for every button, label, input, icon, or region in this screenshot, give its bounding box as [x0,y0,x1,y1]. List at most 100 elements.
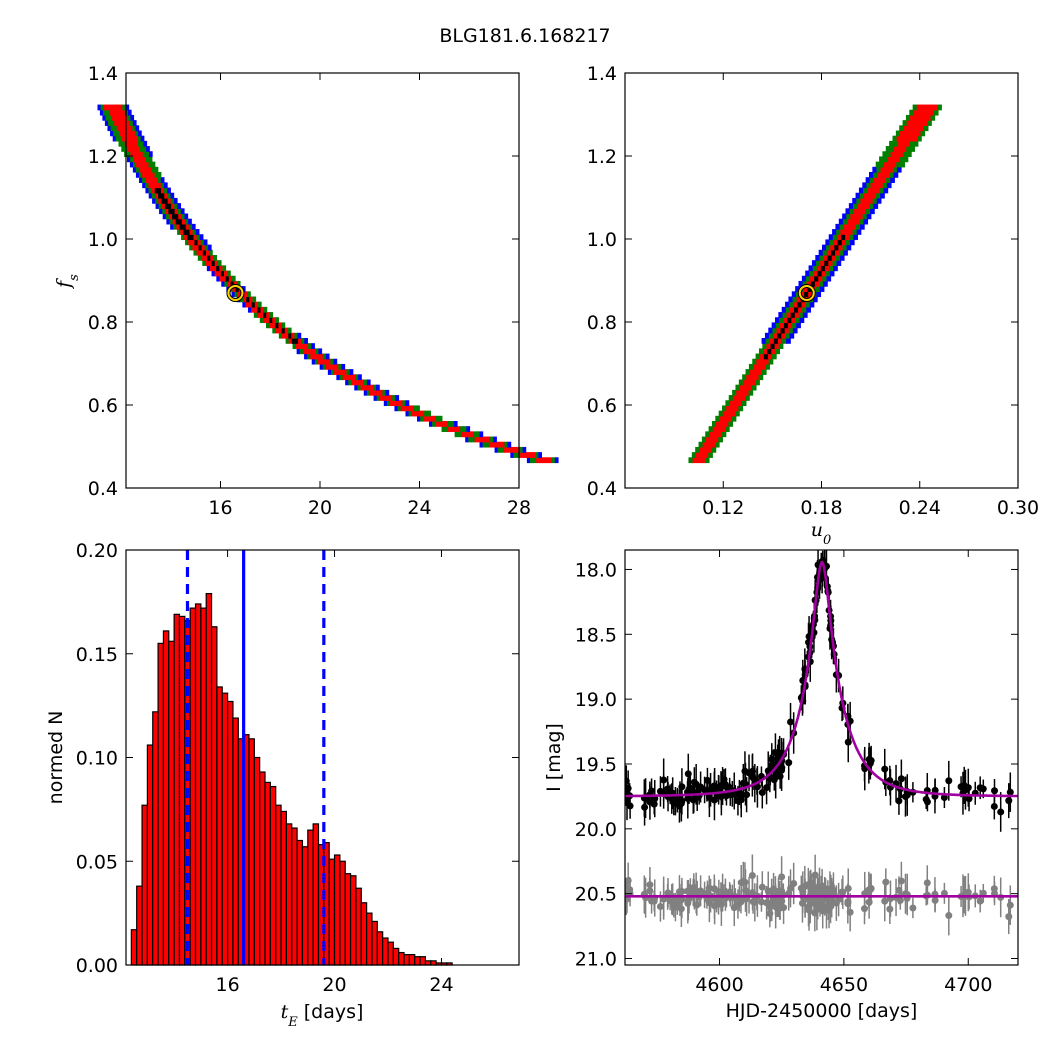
heatmap-cell [787,317,792,324]
heatmap-cell [109,109,113,116]
heatmap-cell [145,156,150,163]
heatmap-cell [885,172,891,178]
heatmap-cell [789,332,795,339]
heatmap-cell [873,177,879,183]
heatmap-cell [816,265,822,272]
heatmap-cell [121,114,125,121]
heatmap-cell [180,208,185,215]
heatmap-cell [182,223,187,230]
heatmap-cell [933,104,938,111]
heatmap-cell [330,369,335,375]
heatmap-cell [203,239,208,246]
heatmap-cell [914,120,920,126]
heatmap-cell [340,369,345,375]
heatmap-cell [876,166,882,173]
y-tick-label: 0.10 [76,748,118,770]
heatmap-cell [474,436,479,443]
histogram-bar [141,804,148,966]
histogram-bar [136,885,143,966]
heatmap-cell [269,312,274,318]
heatmap-cell [736,389,741,396]
histogram-bar [398,951,405,966]
heatmap-cell [875,161,881,168]
heatmap-cell [444,426,449,432]
heatmap-cell [476,431,481,438]
histogram-bar [387,941,394,966]
y-tick-label: 21.0 [575,949,617,971]
heatmap-cell [858,187,864,194]
heatmap-cell [154,182,159,189]
heatmap-cell [835,223,841,230]
heatmap-cell [732,395,738,401]
heatmap-cell [155,197,159,204]
heatmap-cell [278,327,283,334]
histogram-bar [178,615,186,966]
heatmap-cell [923,120,928,126]
heatmap-cell [330,358,335,365]
heatmap-cell [248,306,252,313]
heatmap-cell [919,125,925,132]
heatmap-cell [752,358,757,365]
heatmap-cell [828,260,834,266]
heatmap-cell [243,291,248,298]
heatmap-cell [937,104,942,111]
heatmap-cell [903,156,909,163]
heatmap-cell [266,312,270,318]
heatmap-cell [856,229,862,235]
heatmap-cell [127,140,132,147]
heatmap-cell [551,457,556,464]
heatmap-cell [823,255,829,261]
histogram-bar [216,686,223,966]
heatmap-cell [905,140,911,147]
heatmap-cell [366,389,371,396]
heatmap-cell [99,109,104,116]
heatmap-cell [779,322,785,329]
heatmap-cell [390,400,394,407]
heatmap-cell [189,229,194,235]
heatmap-cell [734,405,740,412]
residual-point [648,897,656,905]
histogram-bar [221,692,229,966]
residual-point [799,888,807,896]
heatmap-cell [784,327,790,334]
histogram-bar [392,947,400,966]
heatmap-cell [285,338,290,344]
heatmap-cell [113,125,118,132]
heatmap-cell [700,457,706,464]
heatmap-cell [791,291,797,298]
heatmap-cell [162,208,166,215]
data-point [922,795,930,803]
histogram-bar [307,829,314,966]
heatmap-cell [191,239,196,246]
heatmap-cell [228,275,233,282]
heatmap-cell [133,156,137,163]
heatmap-cell [867,187,872,194]
residual-point [811,871,819,879]
heatmap-cell [256,312,261,318]
data-point [664,785,672,793]
heatmap-cell [869,172,874,178]
x-tick-label: 4650 [820,974,868,996]
heatmap-cell [176,223,181,230]
heatmap-cell [311,358,316,365]
heatmap-cell [164,203,169,209]
heatmap-cell [334,369,338,375]
best-fit-marker [227,284,244,301]
heatmap-cell [799,291,805,298]
residual-point [1005,913,1013,921]
heatmap-cell [360,384,365,391]
heatmap-cell [892,161,897,168]
heatmap-cell [758,348,764,355]
histogram-bar [296,839,304,966]
heatmap-cell [830,244,835,251]
heatmap-cell [408,410,413,417]
heatmap-cell [197,239,202,246]
heatmap-cell [139,172,143,178]
heatmap-cell [416,405,420,412]
heatmap-cell [110,130,114,137]
heatmap-cell [254,301,259,308]
heatmap-cell [757,369,763,375]
residual-point [835,896,843,904]
heatmap-cell [143,140,148,147]
heatmap-cell [539,457,544,464]
